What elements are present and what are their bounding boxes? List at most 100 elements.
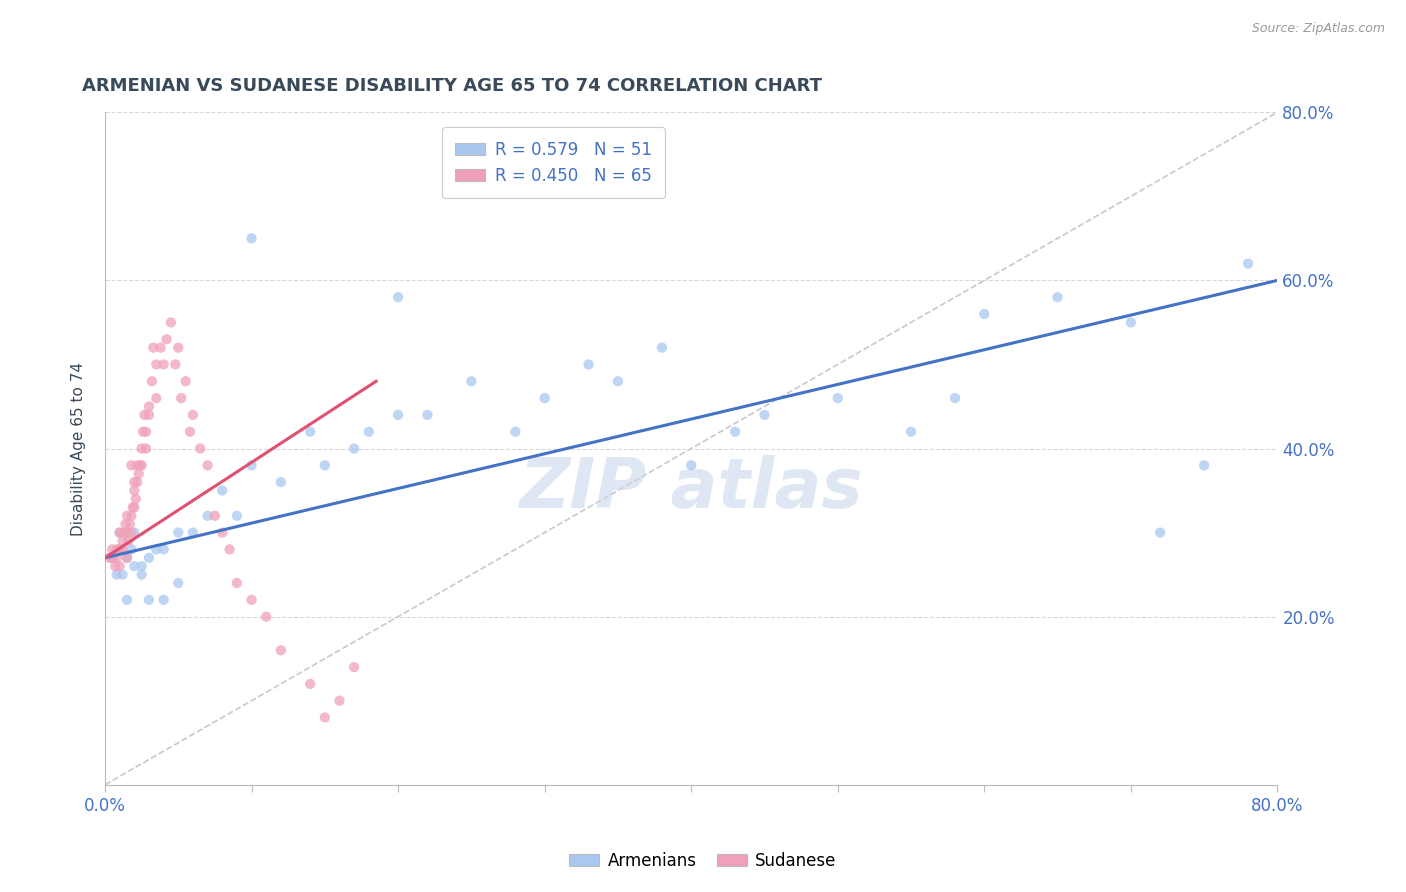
Point [1149,525,1171,540]
Point [131,559,153,574]
Point [211,525,233,540]
Point [131,442,153,456]
Point [127,475,149,490]
Point [115,525,138,540]
Point [121,500,143,515]
Point [225,576,247,591]
Point [387,290,409,304]
Point [124,525,146,540]
Point [578,358,600,372]
Point [1119,315,1142,329]
Point [299,677,322,691]
Point [115,550,138,565]
Point [101,550,124,565]
Point [132,425,155,439]
Point [145,391,167,405]
Point [98,550,121,565]
Text: ZIP atlas: ZIP atlas [519,455,863,523]
Point [142,341,165,355]
Point [108,542,131,557]
Point [416,408,439,422]
Point [900,425,922,439]
Point [204,508,226,523]
Point [754,408,776,422]
Point [197,508,219,523]
Point [387,408,409,422]
Point [120,458,142,473]
Point [155,332,177,346]
Point [299,425,322,439]
Point [270,475,292,490]
Point [827,391,849,405]
Point [145,358,167,372]
Point [343,660,366,674]
Point [167,341,190,355]
Point [138,408,160,422]
Point [328,694,350,708]
Point [138,592,160,607]
Point [115,592,138,607]
Point [115,550,138,565]
Point [270,643,292,657]
Point [254,609,277,624]
Point [170,391,193,405]
Point [105,567,128,582]
Point [152,542,174,557]
Point [131,458,153,473]
Point [108,542,131,557]
Point [188,442,211,456]
Point [943,391,966,405]
Point [128,467,150,481]
Point [160,315,183,329]
Point [135,425,157,439]
Point [973,307,995,321]
Point [651,341,673,355]
Point [118,517,141,532]
Point [105,542,128,557]
Point [211,483,233,498]
Point [145,542,167,557]
Y-axis label: Disability Age 65 to 74: Disability Age 65 to 74 [72,361,86,535]
Text: ARMENIAN VS SUDANESE DISABILITY AGE 65 TO 74 CORRELATION CHART: ARMENIAN VS SUDANESE DISABILITY AGE 65 T… [82,78,821,95]
Point [138,550,160,565]
Point [240,458,263,473]
Point [167,525,190,540]
Text: Source: ZipAtlas.com: Source: ZipAtlas.com [1251,22,1385,36]
Point [460,374,482,388]
Point [111,567,134,582]
Point [357,425,380,439]
Point [108,525,131,540]
Point [135,442,157,456]
Point [181,525,204,540]
Point [101,542,124,557]
Point [131,567,153,582]
Point [115,508,138,523]
Point [129,458,152,473]
Point [724,425,747,439]
Point [225,508,247,523]
Point [505,425,527,439]
Point [120,508,142,523]
Point [124,500,146,515]
Point [120,525,142,540]
Point [114,517,136,532]
Point [141,374,163,388]
Point [240,592,263,607]
Point [218,542,240,557]
Point [1237,256,1260,270]
Point [167,576,190,591]
Point [105,550,128,565]
Point [165,358,187,372]
Legend: R = 0.579   N = 51, R = 0.450   N = 65: R = 0.579 N = 51, R = 0.450 N = 65 [441,128,665,198]
Point [174,374,197,388]
Point [101,550,124,565]
Point [117,533,139,548]
Point [1192,458,1215,473]
Point [1046,290,1069,304]
Point [240,231,263,245]
Legend: Armenians, Sudanese: Armenians, Sudanese [562,846,844,877]
Point [179,425,201,439]
Point [125,491,148,506]
Point [104,559,127,574]
Point [314,710,336,724]
